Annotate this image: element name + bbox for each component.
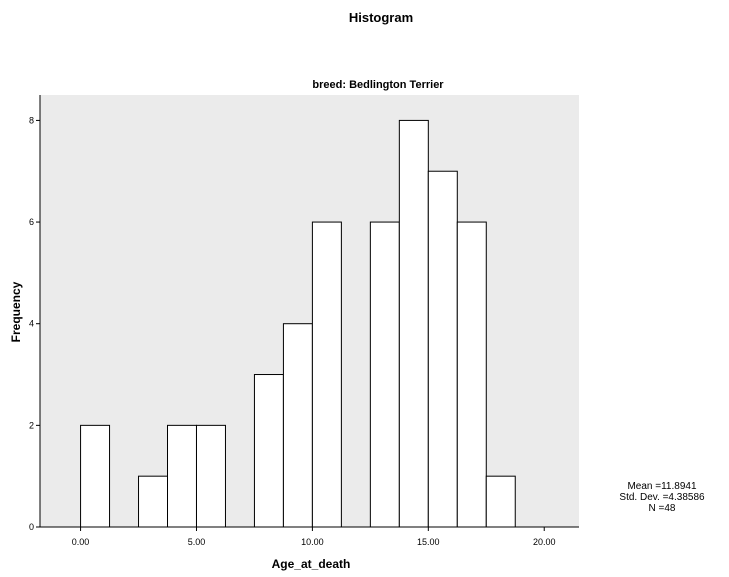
histogram-bar-5 (282, 323, 313, 528)
axes-group: 0 2 4 6 8 0.00 5.00 10.00 15.00 20.00 (29, 95, 579, 547)
histogram-bar-7 (369, 221, 400, 528)
histogram-bar-3 (195, 424, 226, 528)
stats-n: N =48 (649, 503, 676, 514)
x-tick-label: 20.00 (533, 537, 556, 547)
y-tick-label: 4 (29, 319, 34, 329)
x-tick-label: 0.00 (72, 537, 90, 547)
histogram-bar-11 (485, 475, 516, 528)
stats-std-dev: Std. Dev. =4.38586 (619, 492, 705, 503)
histogram-bar-6 (311, 221, 342, 528)
x-axis-title: Age_at_death (272, 557, 351, 571)
histogram-bar-1 (138, 475, 169, 528)
chart-subtitle: breed: Bedlington Terrier (312, 79, 444, 91)
bars-group (80, 119, 516, 528)
x-tick-label: 15.00 (417, 537, 440, 547)
chart-title: Histogram (349, 10, 413, 25)
y-tick-label: 0 (29, 522, 34, 532)
y-axis-title: Frequency (9, 281, 23, 342)
histogram-bar-10 (456, 221, 487, 528)
stats-mean: Mean =11.8941 (627, 481, 696, 492)
histogram-bar-8 (398, 119, 429, 528)
histogram-bar-9 (427, 170, 458, 528)
y-tick-label: 2 (29, 420, 34, 430)
histogram-bar-0 (80, 424, 111, 528)
x-tick-label: 5.00 (188, 537, 206, 547)
x-tick-label: 10.00 (301, 537, 324, 547)
histogram-bar-4 (253, 374, 284, 528)
y-tick-label: 8 (29, 115, 34, 125)
y-tick-label: 6 (29, 217, 34, 227)
histogram-bar-2 (167, 424, 197, 528)
